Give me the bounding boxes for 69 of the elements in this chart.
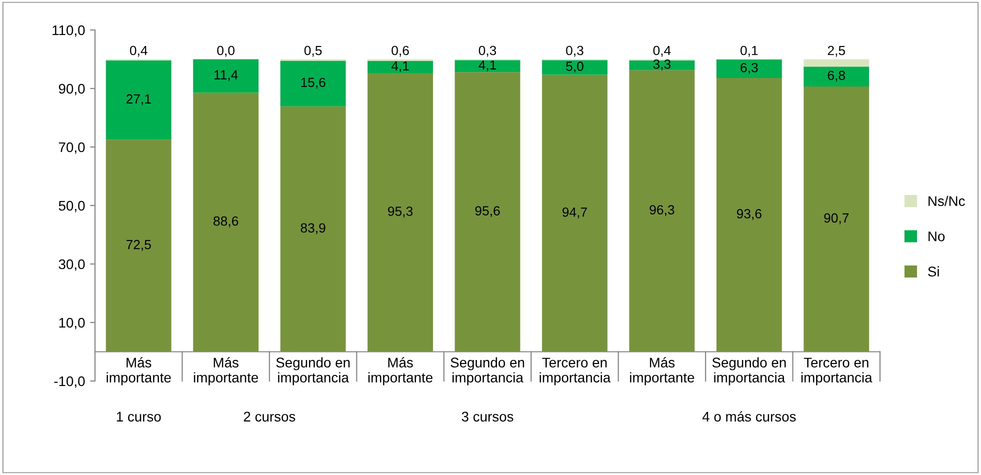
data-label: 93,6 — [736, 209, 762, 220]
x-tick-label: Tercero en importancia — [801, 358, 872, 386]
x-tick-label: Tercero en importancia — [540, 358, 611, 386]
y-tick-label: 10,0 — [59, 318, 85, 330]
bar — [804, 59, 870, 67]
data-label: 94,7 — [562, 207, 587, 218]
legend-label: No — [928, 232, 945, 242]
bar — [629, 70, 695, 352]
x-tick-label: Segundo en importancia — [450, 357, 524, 386]
x-tick-label: Segundo en importancia — [712, 357, 786, 386]
bar — [193, 92, 259, 352]
data-label: 83,9 — [300, 223, 326, 234]
data-label: 96,3 — [650, 205, 674, 216]
bar — [106, 140, 172, 352]
x-tick-label: Más importante — [630, 357, 694, 386]
data-label: 0,6 — [392, 46, 409, 57]
legend-label: Ns/Nc — [928, 196, 965, 206]
bar — [716, 60, 782, 78]
data-label: 0,0 — [217, 46, 234, 57]
bar — [542, 60, 608, 75]
text: 2 cursos — [244, 412, 296, 422]
x-tick-label: Más importante — [368, 357, 432, 386]
data-label: 4,1 — [478, 60, 496, 72]
data-label: 0,5 — [304, 46, 322, 57]
data-label: 90,7 — [824, 213, 849, 224]
data-label: 5,0 — [566, 62, 584, 73]
data-label: 11,4 — [214, 70, 238, 82]
bar — [280, 106, 346, 352]
x-tick-label: Más importante — [106, 357, 171, 386]
data-label: 88,6 — [214, 216, 238, 228]
y-tick-label: 50,0 — [58, 200, 85, 212]
text: 4 o más cursos — [702, 411, 796, 422]
text: 3 cursos — [462, 412, 514, 422]
x-tick-label: Más importante — [194, 357, 258, 386]
legend-label: Si — [928, 266, 939, 277]
y-tick-label: 30,0 — [58, 259, 85, 271]
bar — [454, 72, 520, 352]
data-label: 2,5 — [828, 46, 846, 57]
bar — [542, 74, 608, 352]
bar — [106, 60, 172, 140]
y-tick-label: 90,0 — [58, 84, 85, 96]
y-tick-label: -10,0 — [54, 376, 85, 388]
bar — [368, 61, 433, 73]
bar — [716, 78, 782, 352]
bar — [454, 60, 520, 72]
x-tick-label: Segundo en importancia — [276, 357, 350, 386]
data-label: 6,8 — [828, 70, 845, 82]
data-label: 95,3 — [388, 206, 413, 218]
data-label: 0,4 — [653, 46, 671, 57]
data-label: 72,5 — [126, 240, 151, 251]
data-label: 0,4 — [130, 46, 148, 57]
data-label: 6,3 — [740, 62, 758, 74]
bar — [804, 86, 870, 352]
y-tick-label: 110,0 — [52, 25, 85, 37]
data-label: 95,6 — [475, 206, 500, 218]
y-tick-label: 70,0 — [58, 142, 85, 154]
data-label: 27,1 — [126, 94, 151, 106]
data-label: 0,3 — [566, 46, 584, 57]
bar — [629, 60, 695, 70]
bar — [804, 66, 870, 86]
data-label: 3,3 — [653, 59, 671, 70]
data-label: 15,6 — [301, 78, 326, 89]
text: 1 curso — [116, 412, 161, 422]
data-label: 0,1 — [740, 46, 758, 57]
bar — [193, 59, 259, 93]
bar — [280, 60, 346, 106]
data-label: 4,1 — [391, 61, 409, 72]
data-label: 0,3 — [478, 46, 496, 57]
bar — [368, 73, 433, 352]
